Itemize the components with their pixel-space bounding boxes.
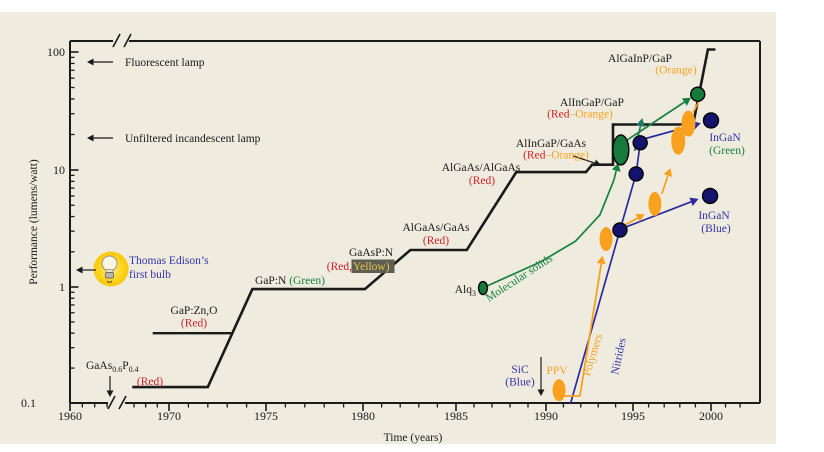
edison-arrow-head xyxy=(76,266,83,274)
ingan-blue-dot xyxy=(701,187,719,205)
gaasp_n_yellow-highlight xyxy=(351,259,395,273)
y-tick-label: 1 xyxy=(59,280,65,294)
label-algaas-algaas-color: (Red) xyxy=(469,175,495,187)
molecular-to-dot-head xyxy=(681,97,692,106)
label-alq3: Alq3 xyxy=(455,284,476,298)
alingap-gaas-pointer-arrow-head xyxy=(593,159,601,167)
x-tick-label: 1970 xyxy=(157,409,181,423)
label-fluorescent-lamp: Fluorescent lamp xyxy=(125,57,205,69)
x-tick-label: 1975 xyxy=(254,409,278,423)
incandescent-arrow-head xyxy=(87,134,94,142)
x-tick-label: 1960 xyxy=(58,409,82,423)
label-ingan-green-name: InGaN xyxy=(709,132,741,144)
label-alingap-gaas-color: (Red–Orange) xyxy=(523,150,589,162)
axis-break-mark xyxy=(118,395,127,410)
label-x-title: Time (years) xyxy=(384,432,443,444)
molecular-solids-line-arrow xyxy=(613,170,618,181)
label-sic-name: SiC xyxy=(511,364,529,376)
nitride-dot-2 xyxy=(628,166,644,182)
figure-background xyxy=(0,12,776,444)
alingap-gaas-pointer-arrow xyxy=(572,155,595,164)
axis-break-mark xyxy=(107,395,116,410)
label-sic-color: (Blue) xyxy=(505,377,535,389)
label-alingap-gap-color: (Red–Orange) xyxy=(547,109,613,121)
label-edison-line1: Thomas Edison’s xyxy=(129,255,209,267)
x-tick-label: 1990 xyxy=(534,409,558,423)
label-ingan-blue-name: InGaN xyxy=(698,210,730,222)
fluorescent-arrow-head xyxy=(87,58,94,66)
label-algaas-algaas-name: AlGaAs/AlGaAs xyxy=(442,162,521,174)
molecular-solids-line xyxy=(484,179,615,288)
alq3-dot xyxy=(477,280,489,296)
gaasp-down-arrow-head xyxy=(106,390,114,397)
label-algaas-gaas-color: (Red) xyxy=(423,235,449,247)
label-incandescent-lamp: Unfiltered incandescent lamp xyxy=(125,133,261,145)
polymer-ellipse-2 xyxy=(648,191,662,216)
y-tick-label: 100 xyxy=(47,45,65,59)
label-alingap-gap-name: AlInGaP/GaP xyxy=(560,97,624,109)
label-algainp-gap-color: (Orange) xyxy=(655,65,697,77)
inorganic-led-staircase xyxy=(132,48,716,389)
ingan-green-dot xyxy=(702,112,720,129)
edison-bulb-base-icon xyxy=(105,272,114,279)
molecular-to-dot xyxy=(624,101,685,143)
green-top-dot xyxy=(690,86,706,102)
nitride-to-ingan-blue-head xyxy=(689,197,699,207)
label-gaasp-n-name: GaAsP:N xyxy=(349,247,394,259)
nitrides-line xyxy=(569,142,642,405)
polymer-arrow-2-head xyxy=(663,167,673,177)
ppv-ellipse xyxy=(552,379,566,402)
nitride-to-ingan-blue xyxy=(625,201,692,228)
y-tick-label: 10 xyxy=(53,163,65,177)
axis-break-mark xyxy=(123,33,132,48)
polymers-line-arrow xyxy=(579,263,603,397)
edison-bulb-icon xyxy=(101,255,118,272)
axis-break-mark xyxy=(112,33,121,48)
label-gaasp-n-red: (Red, xyxy=(327,261,352,273)
label-ingan-blue-color: (Blue) xyxy=(701,223,731,235)
label-ppv: PPV xyxy=(546,365,568,377)
x-tick-label: 2000 xyxy=(699,409,723,423)
label-gaasp-n-yellow: Yellow) xyxy=(353,261,390,273)
polymer-ellipse-4 xyxy=(681,110,696,137)
label-alingap-gaas-name: AlInGaP/GaAs xyxy=(516,138,587,150)
polymers-line-arrow-head xyxy=(596,255,606,265)
label-algaas-gaas-name: AlGaAs/GaAs xyxy=(402,222,470,234)
sic-down-arrow-head xyxy=(537,389,545,396)
teal-up-head xyxy=(636,118,645,127)
label-y-title: Performance (lumens/watt) xyxy=(28,159,40,285)
label-gaasp-red: (Red) xyxy=(137,376,163,388)
label-edison-line2: first bulb xyxy=(129,269,171,281)
polymer-ellipse-3 xyxy=(671,126,686,155)
nitride-dot-1 xyxy=(612,222,628,238)
polymer-arrow-1-head xyxy=(635,213,645,222)
x-tick-label: 1980 xyxy=(351,409,375,423)
label-ingan-green-color: (Green) xyxy=(709,145,745,157)
label-gap-zno-color: (Red) xyxy=(181,318,207,330)
label-gap-zno-name: GaP:Zn,O xyxy=(171,305,218,317)
molecular-big-ellipse xyxy=(612,134,630,166)
x-tick-label: 1995 xyxy=(621,409,645,423)
label-gaasp-formula: GaAs0.6P0.4 xyxy=(86,360,139,374)
polymer-arrow-2 xyxy=(661,175,669,195)
x-tick-label: 1985 xyxy=(444,409,468,423)
label-gap-n: GaP:N (Green) xyxy=(255,275,325,287)
nitride-dot-3 xyxy=(632,135,648,151)
edison-bulb-tip-icon xyxy=(106,280,113,284)
label-algainp-gap-name: AlGaInP/GaP xyxy=(608,53,672,65)
polymer-ellipse-1 xyxy=(599,227,613,252)
y-tick-label: 0.1 xyxy=(21,396,36,410)
